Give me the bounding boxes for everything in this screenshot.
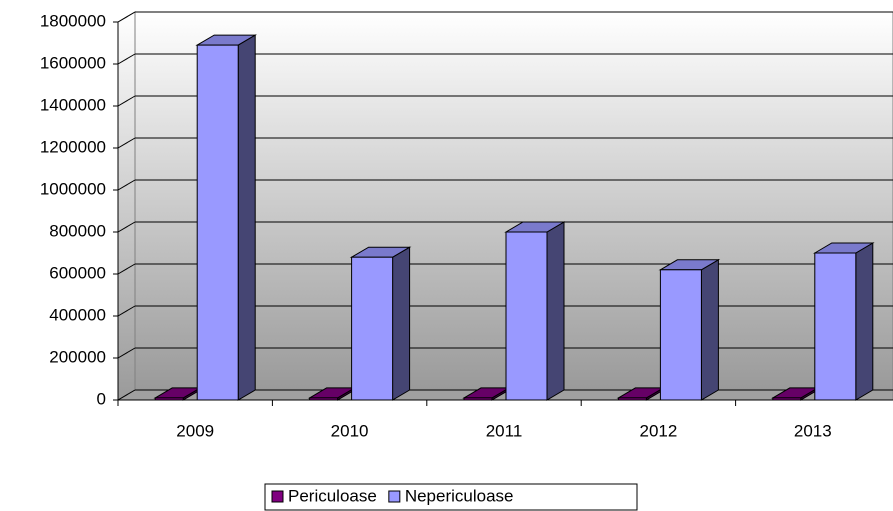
legend-box: [264, 483, 638, 511]
legend-swatch: [271, 490, 284, 503]
grid-line-side: [117, 263, 136, 275]
axes: 0 200000 400000 600000 800000 1000000 1200000 1…: [40, 11, 832, 440]
grid-line-side: [117, 347, 136, 359]
grid-line-side: [117, 53, 136, 65]
y-tick-label: 200000: [49, 347, 106, 366]
legend-label: Nepericuloase: [405, 486, 514, 505]
legend-swatch: [388, 490, 401, 503]
y-tick-label: 600000: [49, 263, 106, 282]
x-tick-label: 2010: [331, 421, 369, 440]
bar: [659, 269, 702, 401]
grid-line-side: [117, 389, 136, 401]
y-tick-label: 400000: [49, 305, 106, 324]
grid-line-side: [117, 221, 136, 233]
x-tick-label: 2012: [639, 421, 677, 440]
grid-line-side: [117, 95, 136, 107]
grid-line-side: [117, 305, 136, 317]
y-tick-label: 1600000: [40, 53, 106, 72]
x-tick-label: 2013: [794, 421, 832, 440]
y-tick-label: 1800000: [40, 11, 106, 30]
grid-line-side: [117, 179, 136, 191]
bar: [505, 231, 548, 401]
bar: [814, 252, 857, 401]
bar: [196, 44, 239, 401]
bar-side: [546, 221, 565, 401]
y-tick-label: 800000: [49, 221, 106, 240]
bar-side: [237, 34, 256, 401]
bar-side: [700, 258, 719, 401]
y-tick-label: 1200000: [40, 137, 106, 156]
grid-line-side: [117, 137, 136, 149]
legend: Periculoase Nepericuloase: [271, 486, 514, 505]
x-tick-label: 2009: [176, 421, 214, 440]
grid-line-side: [117, 11, 136, 23]
y-tick-label: 1000000: [40, 179, 106, 198]
bar-side: [855, 242, 874, 401]
x-tick-label: 2011: [486, 421, 523, 440]
y-tick-label: 1400000: [40, 95, 106, 114]
bar-side: [392, 246, 411, 401]
legend-label: Periculoase: [288, 486, 377, 505]
side-wall: [117, 11, 136, 401]
bars: [153, 34, 875, 401]
bar: [351, 256, 394, 401]
y-tick-label: 0: [97, 389, 106, 408]
